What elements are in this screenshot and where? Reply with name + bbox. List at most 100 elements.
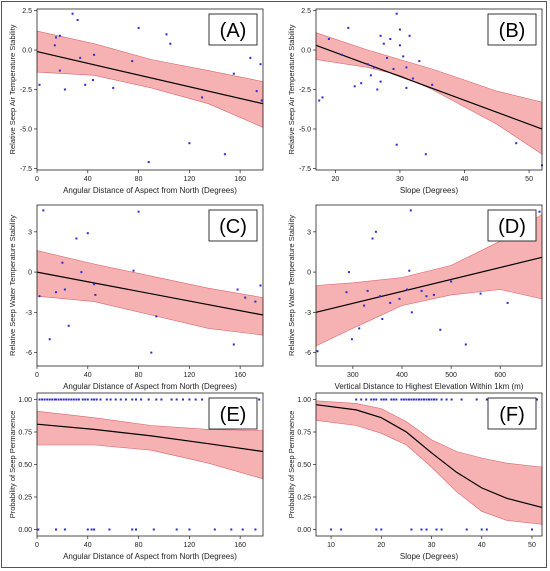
data-point [409,209,412,212]
data-point [84,398,87,401]
data-point [405,86,408,89]
data-point [431,83,434,86]
panel-label-box [487,397,537,430]
data-point [515,142,518,145]
data-point [93,283,96,286]
data-point [316,350,319,353]
data-point [440,528,443,531]
data-point [254,300,257,303]
data-point [260,99,263,102]
y-tick-label: -2.5 [299,87,311,94]
data-point [37,528,40,531]
x-tick-label: 600 [494,372,506,379]
data-point [355,398,358,401]
panel-label: (D) [498,216,526,238]
data-point [392,398,395,401]
y-tick-label: 0.00 [18,527,32,534]
y-axis-label: Relative Seep Air Temperature Stability [287,24,296,154]
data-point [99,398,102,401]
fit-line [36,423,264,453]
data-point [430,398,433,401]
y-axis-label: Relative Seep Water Temperature Stabilit… [8,215,17,356]
data-point [63,88,66,91]
x-tick-label: 30 [428,542,436,549]
x-tick-label: 120 [184,372,196,379]
confidence-band [36,30,264,128]
data-point [389,301,392,304]
panel-label-box [208,13,258,46]
data-point [258,398,261,401]
data-point [188,142,191,145]
data-point [439,328,442,331]
panel-c: 0 40 80 120 160 3 0 -3 -6 Angular Distance of Asp… [8,204,264,391]
x-tick-label: 400 [396,372,408,379]
data-point [84,83,87,86]
data-point [119,398,122,401]
data-point [373,66,376,69]
data-point [58,34,61,37]
data-point [94,293,97,296]
data-point [51,398,54,401]
data-point [55,291,57,294]
data-point [155,315,158,318]
data-point [76,19,79,21]
data-point [318,99,321,102]
panel-d: 300 400 500 600 3 0 -3 -6 Vertical Distance to H… [287,204,543,391]
y-tick-label: -3 [305,310,311,317]
data-point [75,398,78,401]
data-point [188,528,191,531]
data-point [450,398,453,401]
x-tick-label: 40 [461,176,469,183]
y-tick-label: -5.0 [299,126,311,133]
data-point [440,398,443,401]
data-point [371,237,374,240]
y-tick-label: 2.5 [301,8,311,15]
data-point [330,528,333,531]
panel-label: (A) [220,20,247,42]
x-tick-label: 80 [135,542,143,549]
data-point [506,301,509,304]
data-point [347,271,350,274]
x-tick-label: 0 [35,542,39,549]
data-point [420,289,423,292]
data-point [370,398,373,401]
y-axis-label: Probability of Seep Permanence [287,411,296,519]
data-point [62,398,65,401]
data-point [365,398,368,401]
panel-e: 0 40 80 120 160 0.00 0.25 0.50 0.75 1.00 Angular D… [8,392,264,561]
data-point [241,528,244,531]
y-tick-label: -3 [26,310,32,317]
x-tick-label: 160 [234,176,246,183]
data-point [402,398,405,401]
data-point [137,210,140,213]
y-tick-label: 0.75 [297,430,311,437]
data-point [90,528,93,531]
data-point [425,398,428,401]
x-tick-label: 40 [478,542,486,549]
data-point [435,528,438,531]
data-point [327,38,330,40]
panel-b: 20 30 40 50 2.5 0.0 -2.5 -5.0 -7.5 Slope (Degrees… [287,8,543,195]
data-point [236,288,239,291]
x-tick-label: 120 [184,542,196,549]
data-point [80,271,83,274]
x-axis-label: Slope (Degrees) [400,186,459,195]
data-point [114,398,117,401]
data-point [61,261,64,264]
data-point [95,398,98,401]
data-point [150,351,153,354]
data-point [48,398,51,401]
data-point [369,74,372,77]
data-point [90,398,93,401]
data-point [232,343,235,346]
y-tick-label: -7.5 [20,166,32,173]
data-point [405,66,408,69]
data-point [398,297,401,300]
x-tick-label: 50 [525,176,533,183]
data-point [38,295,41,298]
data-point [378,295,381,298]
fit-line [315,404,543,508]
data-point [249,56,252,59]
y-tick-label: 0 [307,270,311,277]
data-point [201,96,204,99]
